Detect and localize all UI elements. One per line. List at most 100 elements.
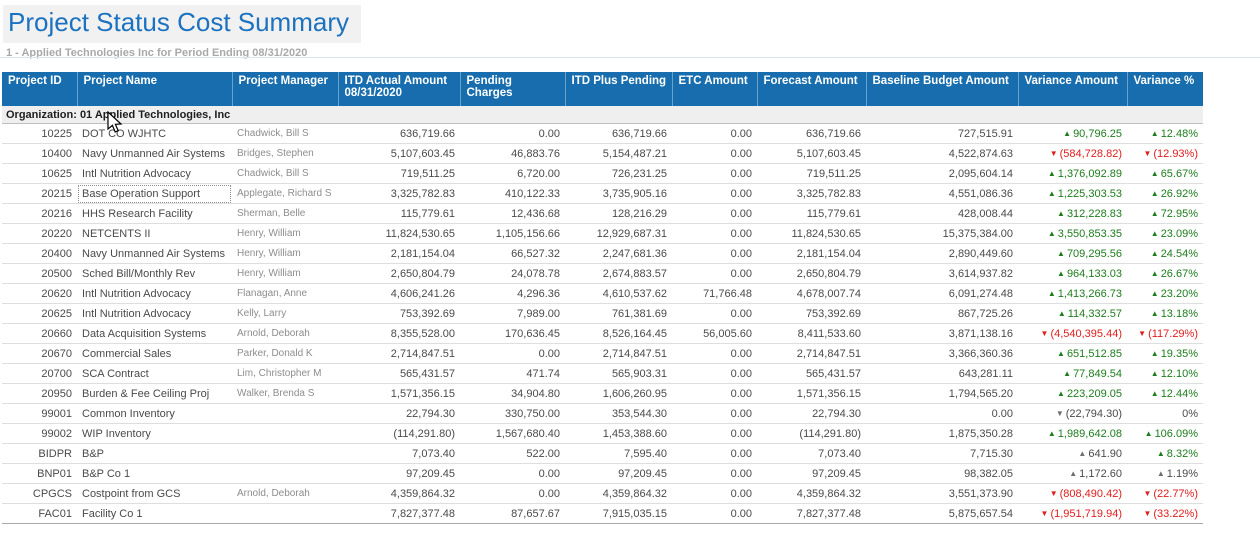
cell-pending-charges[interactable]: 0.00: [460, 123, 565, 144]
cell-etc-amount[interactable]: 0.00: [672, 203, 757, 224]
cell-project-id[interactable]: 20215: [2, 183, 77, 204]
cell-forecast-amount[interactable]: 565,431.57: [757, 363, 866, 384]
cell-project-manager[interactable]: Applegate, Richard S: [232, 183, 338, 204]
cell-project-name[interactable]: Intl Nutrition Advocacy: [77, 163, 232, 184]
cell-forecast-amount[interactable]: 753,392.69: [757, 303, 866, 324]
cell-pending-charges[interactable]: 330,750.00: [460, 403, 565, 424]
cell-variance-pct[interactable]: ▲ 65.67%: [1127, 163, 1203, 184]
cell-project-name[interactable]: Navy Unmanned Air Systems: [77, 243, 232, 264]
cell-project-id[interactable]: CPGCS: [2, 483, 77, 504]
column-header[interactable]: Variance %: [1126, 72, 1203, 106]
cell-etc-amount[interactable]: 0.00: [672, 243, 757, 264]
cell-project-manager[interactable]: Walker, Brenda S: [232, 383, 338, 404]
cell-project-manager[interactable]: [232, 423, 338, 444]
cell-baseline-budget-amount[interactable]: 3,551,373.90: [866, 483, 1018, 504]
cell-itd-actual-amount[interactable]: 2,181,154.04: [338, 243, 460, 264]
cell-itd-actual-amount[interactable]: 22,794.30: [338, 403, 460, 424]
cell-project-name[interactable]: Navy Unmanned Air Systems: [77, 143, 232, 164]
cell-etc-amount[interactable]: 0.00: [672, 223, 757, 244]
cell-variance-pct[interactable]: ▲ 23.20%: [1127, 283, 1203, 304]
cell-variance-pct[interactable]: ▲ 72.95%: [1127, 203, 1203, 224]
cell-forecast-amount[interactable]: (114,291.80): [757, 423, 866, 444]
cell-itd-plus-pending[interactable]: 1,606,260.95: [565, 383, 672, 404]
cell-project-manager[interactable]: Lim, Christopher M: [232, 363, 338, 384]
column-header[interactable]: ITD Plus Pending: [564, 72, 672, 106]
cell-project-manager[interactable]: Sherman, Belle: [232, 203, 338, 224]
cell-pending-charges[interactable]: 410,122.33: [460, 183, 565, 204]
cell-project-manager[interactable]: Chadwick, Bill S: [232, 123, 338, 144]
cell-variance-pct[interactable]: ▲ 12.44%: [1127, 383, 1203, 404]
cell-variance-amount[interactable]: ▲ 312,228.83: [1018, 203, 1127, 224]
cell-baseline-budget-amount[interactable]: 2,890,449.60: [866, 243, 1018, 264]
cell-itd-plus-pending[interactable]: 5,154,487.21: [565, 143, 672, 164]
cell-project-manager[interactable]: [232, 503, 338, 524]
cell-baseline-budget-amount[interactable]: 0.00: [866, 403, 1018, 424]
cell-itd-plus-pending[interactable]: 3,735,905.16: [565, 183, 672, 204]
cell-itd-actual-amount[interactable]: 5,107,603.45: [338, 143, 460, 164]
cell-project-manager[interactable]: Flanagan, Anne: [232, 283, 338, 304]
cell-itd-plus-pending[interactable]: 726,231.25: [565, 163, 672, 184]
cell-forecast-amount[interactable]: 4,359,864.32: [757, 483, 866, 504]
cell-baseline-budget-amount[interactable]: 1,875,350.28: [866, 423, 1018, 444]
cell-forecast-amount[interactable]: 5,107,603.45: [757, 143, 866, 164]
cell-variance-pct[interactable]: ▲ 12.10%: [1127, 363, 1203, 384]
cell-project-name[interactable]: WIP Inventory: [77, 423, 232, 444]
cell-project-manager[interactable]: Kelly, Larry: [232, 303, 338, 324]
cell-variance-pct[interactable]: ▲ 26.67%: [1127, 263, 1203, 284]
column-header[interactable]: Project Name: [76, 72, 232, 106]
cell-itd-actual-amount[interactable]: 4,606,241.26: [338, 283, 460, 304]
cell-itd-plus-pending[interactable]: 4,610,537.62: [565, 283, 672, 304]
cell-itd-plus-pending[interactable]: 7,915,035.15: [565, 503, 672, 524]
cell-forecast-amount[interactable]: 719,511.25: [757, 163, 866, 184]
cell-project-id[interactable]: 20950: [2, 383, 77, 404]
cell-project-id[interactable]: 20400: [2, 243, 77, 264]
cell-pending-charges[interactable]: 87,657.67: [460, 503, 565, 524]
cell-variance-pct[interactable]: ▼ (117.29%): [1127, 323, 1203, 344]
cell-project-id[interactable]: FAC01: [2, 503, 77, 524]
cell-project-name[interactable]: Common Inventory: [77, 403, 232, 424]
cell-project-id[interactable]: 20660: [2, 323, 77, 344]
cell-etc-amount[interactable]: 0.00: [672, 423, 757, 444]
cell-pending-charges[interactable]: 471.74: [460, 363, 565, 384]
cell-project-id[interactable]: 10400: [2, 143, 77, 164]
cell-pending-charges[interactable]: 1,105,156.66: [460, 223, 565, 244]
cell-forecast-amount[interactable]: 636,719.66: [757, 123, 866, 144]
cell-project-id[interactable]: 20216: [2, 203, 77, 224]
cell-pending-charges[interactable]: 34,904.80: [460, 383, 565, 404]
cell-baseline-budget-amount[interactable]: 3,614,937.82: [866, 263, 1018, 284]
cell-forecast-amount[interactable]: 2,714,847.51: [757, 343, 866, 364]
cell-itd-actual-amount[interactable]: 7,073.40: [338, 443, 460, 464]
cell-variance-amount[interactable]: ▲ 964,133.03: [1018, 263, 1127, 284]
cell-itd-plus-pending[interactable]: 2,674,883.57: [565, 263, 672, 284]
cell-project-id[interactable]: 10625: [2, 163, 77, 184]
cell-project-name[interactable]: Sched Bill/Monthly Rev: [77, 263, 232, 284]
cell-etc-amount[interactable]: 0.00: [672, 143, 757, 164]
cell-itd-actual-amount[interactable]: 753,392.69: [338, 303, 460, 324]
cell-variance-amount[interactable]: ▲ 223,209.05: [1018, 383, 1127, 404]
cell-baseline-budget-amount[interactable]: 4,551,086.36: [866, 183, 1018, 204]
cell-baseline-budget-amount[interactable]: 7,715.30: [866, 443, 1018, 464]
cell-pending-charges[interactable]: 1,567,680.40: [460, 423, 565, 444]
cell-project-name[interactable]: Intl Nutrition Advocacy: [77, 303, 232, 324]
cell-project-id[interactable]: 20220: [2, 223, 77, 244]
cell-itd-actual-amount[interactable]: 2,650,804.79: [338, 263, 460, 284]
cell-project-name[interactable]: HHS Research Facility: [77, 203, 232, 224]
cell-project-id[interactable]: 20620: [2, 283, 77, 304]
cell-project-name[interactable]: B&P Co 1: [77, 463, 232, 484]
cell-variance-amount[interactable]: ▼ (808,490.42): [1018, 483, 1127, 504]
cell-variance-pct[interactable]: 0%: [1127, 403, 1203, 424]
cell-itd-plus-pending[interactable]: 97,209.45: [565, 463, 672, 484]
cell-itd-plus-pending[interactable]: 4,359,864.32: [565, 483, 672, 504]
cell-project-manager[interactable]: Chadwick, Bill S: [232, 163, 338, 184]
cell-baseline-budget-amount[interactable]: 98,382.05: [866, 463, 1018, 484]
cell-variance-pct[interactable]: ▼ (12.93%): [1127, 143, 1203, 164]
cell-pending-charges[interactable]: 12,436.68: [460, 203, 565, 224]
cell-etc-amount[interactable]: 0.00: [672, 363, 757, 384]
cell-project-name[interactable]: Base Operation Support: [77, 183, 232, 204]
cell-forecast-amount[interactable]: 3,325,782.83: [757, 183, 866, 204]
cell-itd-plus-pending[interactable]: 7,595.40: [565, 443, 672, 464]
cell-variance-pct[interactable]: ▲ 24.54%: [1127, 243, 1203, 264]
cell-itd-actual-amount[interactable]: 719,511.25: [338, 163, 460, 184]
cell-itd-actual-amount[interactable]: 4,359,864.32: [338, 483, 460, 504]
column-header[interactable]: Forecast Amount: [756, 72, 866, 106]
